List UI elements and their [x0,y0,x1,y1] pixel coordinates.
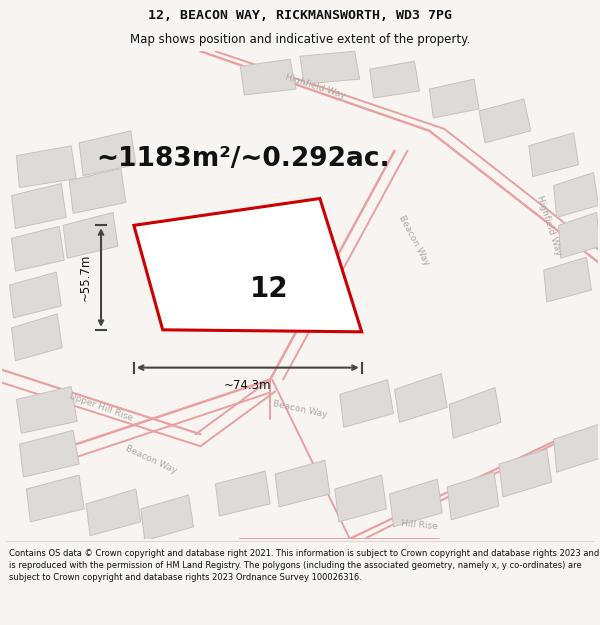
Polygon shape [389,479,442,527]
Polygon shape [447,472,499,520]
Polygon shape [300,51,359,84]
Text: Highfield Way: Highfield Way [284,72,346,100]
Polygon shape [11,314,62,361]
Polygon shape [340,379,394,428]
Text: Contains OS data © Crown copyright and database right 2021. This information is : Contains OS data © Crown copyright and d… [9,549,599,582]
Polygon shape [554,424,600,472]
Polygon shape [479,99,531,142]
Polygon shape [544,258,592,302]
Polygon shape [79,131,136,176]
Polygon shape [559,213,600,258]
Polygon shape [141,495,194,541]
Text: Beacon Way: Beacon Way [272,399,328,419]
Text: Highfield Way: Highfield Way [535,194,563,257]
Polygon shape [275,460,330,507]
Text: Map shows position and indicative extent of the property.: Map shows position and indicative extent… [130,34,470,46]
Polygon shape [11,226,64,271]
Polygon shape [16,386,77,433]
Polygon shape [430,79,479,118]
Polygon shape [215,471,270,516]
Text: Hill Rise: Hill Rise [401,519,438,531]
Polygon shape [11,184,66,228]
Polygon shape [554,173,598,218]
Text: 12, BEACON WAY, RICKMANSWORTH, WD3 7PG: 12, BEACON WAY, RICKMANSWORTH, WD3 7PG [148,9,452,22]
Polygon shape [19,430,79,477]
Polygon shape [16,146,76,188]
Polygon shape [63,213,118,258]
Polygon shape [335,475,386,522]
Text: Beacon Way: Beacon Way [397,214,431,267]
Text: Beacon Way: Beacon Way [124,443,178,475]
Polygon shape [10,272,61,318]
Text: ~74.3m: ~74.3m [224,379,272,392]
Polygon shape [449,388,501,438]
Polygon shape [86,489,141,536]
Polygon shape [395,374,447,423]
Polygon shape [241,59,296,95]
Polygon shape [499,449,552,497]
Text: Upper Hill Rise: Upper Hill Rise [68,392,134,423]
Text: 12: 12 [250,275,289,303]
Polygon shape [69,169,126,213]
Polygon shape [529,133,578,177]
Polygon shape [26,475,84,522]
Text: ~55.7m: ~55.7m [79,254,92,301]
Polygon shape [134,199,362,332]
Polygon shape [370,61,419,98]
Text: ~1183m²/~0.292ac.: ~1183m²/~0.292ac. [96,146,389,172]
